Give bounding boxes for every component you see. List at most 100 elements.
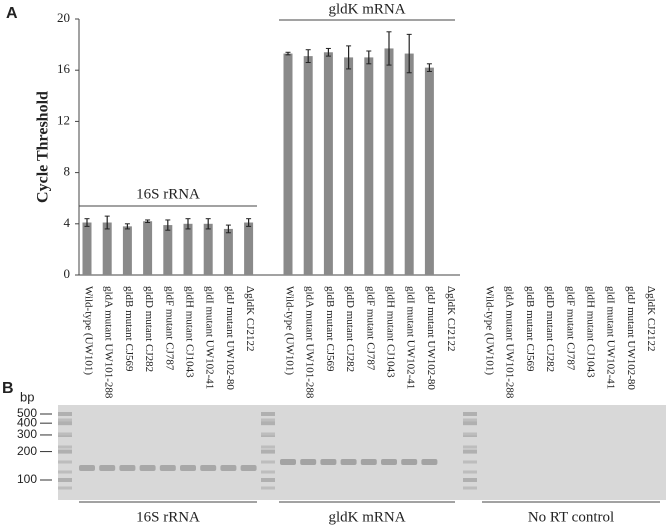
group-label: 16S rRNA — [136, 186, 200, 202]
ladder-band — [58, 412, 72, 417]
ladder-band — [261, 460, 275, 464]
gel-band — [421, 459, 438, 465]
category-label: gldI mutant UW102-41 — [405, 286, 417, 389]
ladder-band — [463, 449, 477, 454]
gel-band — [360, 459, 377, 465]
gel-band — [200, 465, 217, 471]
ladder-band — [463, 432, 477, 436]
bar — [344, 57, 354, 276]
ladder-label: 100 — [17, 472, 37, 486]
panel-label: A — [6, 5, 18, 22]
group-label: gldK mRNA — [328, 1, 405, 17]
category-label: gldD mutant CJ282 — [143, 286, 155, 372]
panel-label: B — [2, 380, 14, 397]
ladder-band — [463, 478, 477, 482]
ladder-band — [463, 418, 477, 422]
bar — [244, 222, 254, 275]
bar — [364, 57, 374, 276]
ladder-band — [261, 412, 275, 417]
category-label: gldB mutant CJ569 — [123, 286, 135, 372]
ladder-band — [463, 412, 477, 417]
ladder-band — [58, 418, 72, 422]
ladder-band — [58, 421, 72, 426]
y-axis-label: Cycle Threshold — [35, 91, 52, 203]
ladder-band — [463, 445, 477, 449]
ladder-band — [463, 460, 477, 464]
ladder-band — [261, 432, 275, 436]
group-label: 16S rRNA — [136, 509, 200, 525]
ladder-label: 400 — [17, 415, 37, 429]
category-label: gldB mutant CJ569 — [324, 286, 336, 372]
category-label: ΔgldK CJ2122 — [244, 286, 256, 351]
gel-band — [320, 459, 337, 465]
gel-unit: bp — [20, 389, 34, 404]
ladder-band — [58, 470, 72, 474]
category-label: gldA mutant UW101-288 — [504, 286, 516, 399]
category-label: gldA mutant UW101-288 — [304, 286, 316, 399]
category-label: gldI mutant UW102-41 — [605, 286, 617, 389]
gel-image — [58, 405, 666, 500]
category-label: ΔgldK CJ2122 — [445, 286, 457, 351]
category-label: gldJ mutant UW102-80 — [625, 286, 637, 390]
gel-band — [159, 465, 176, 471]
ladder-band — [58, 449, 72, 454]
bar — [303, 56, 313, 276]
category-label: Wild-type (UW101) — [483, 286, 495, 375]
y-tick-label: 20 — [57, 10, 70, 25]
bar — [183, 223, 193, 275]
ladder-band — [261, 486, 275, 490]
bar — [82, 222, 92, 275]
category-label: gldH mutant CJ1043 — [183, 286, 195, 378]
y-tick-label: 0 — [64, 266, 71, 281]
ladder-band — [58, 486, 72, 490]
gel-band — [99, 465, 116, 471]
ladder-label: 300 — [17, 427, 37, 441]
y-tick-label: 8 — [64, 164, 71, 179]
bar — [203, 223, 213, 275]
bar — [223, 228, 233, 275]
bar — [143, 221, 153, 275]
group-label: No RT control — [528, 509, 614, 525]
y-tick-label: 16 — [57, 61, 71, 76]
ladder-band — [58, 432, 72, 436]
ladder-band — [261, 421, 275, 426]
category-label: ΔgldK CJ2122 — [645, 286, 657, 351]
gel-band — [220, 465, 237, 471]
bar — [102, 222, 112, 275]
gel-band — [401, 459, 418, 465]
ladder-band — [261, 418, 275, 422]
category-label: gldF mutant CJ787 — [364, 286, 376, 371]
y-tick-label: 4 — [64, 215, 71, 230]
category-label: Wild-type (UW101) — [283, 286, 295, 375]
category-label: gldJ mutant UW102-80 — [224, 286, 236, 390]
category-label: gldB mutant CJ569 — [524, 286, 536, 372]
gel-band — [139, 465, 156, 471]
ladder-band — [261, 445, 275, 449]
ladder-label: 200 — [17, 444, 37, 458]
gel-band — [240, 465, 257, 471]
category-label: gldF mutant CJ787 — [163, 286, 175, 371]
group-label: gldK mRNA — [328, 509, 405, 525]
bar — [404, 53, 414, 276]
category-label: gldA mutant UW101-288 — [103, 286, 115, 399]
ladder-band — [261, 478, 275, 482]
category-label: gldJ mutant UW102-80 — [425, 286, 437, 390]
gel-band — [119, 465, 136, 471]
ladder-band — [261, 449, 275, 454]
category-label: Wild-type (UW101) — [82, 286, 94, 375]
ladder-band — [463, 486, 477, 490]
gel-band — [180, 465, 196, 471]
category-label: gldH mutant CJ1043 — [584, 286, 596, 378]
ladder-label: 500 — [17, 406, 37, 420]
category-label: gldD mutant CJ282 — [344, 286, 356, 372]
gel-band — [280, 459, 296, 465]
gel-band — [381, 459, 397, 465]
bar — [384, 48, 394, 275]
category-label: gldI mutant UW102-41 — [204, 286, 216, 389]
ladder-band — [58, 445, 72, 449]
bar — [122, 226, 132, 275]
gel-band — [300, 459, 317, 465]
category-label: gldD mutant CJ282 — [544, 286, 556, 372]
category-label: gldH mutant CJ1043 — [384, 286, 396, 378]
ladder-band — [463, 470, 477, 474]
